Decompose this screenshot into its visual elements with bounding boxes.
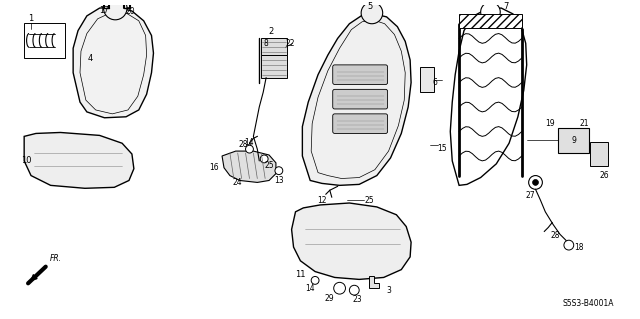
Text: 14: 14 xyxy=(244,138,254,147)
Circle shape xyxy=(564,240,573,250)
Text: 28: 28 xyxy=(239,140,248,149)
FancyBboxPatch shape xyxy=(333,114,388,133)
Text: 29: 29 xyxy=(325,293,335,302)
Polygon shape xyxy=(222,151,276,182)
Bar xyxy=(24,23,65,58)
Polygon shape xyxy=(302,14,411,185)
Circle shape xyxy=(349,285,359,295)
Text: 24: 24 xyxy=(233,178,243,187)
Circle shape xyxy=(529,175,542,189)
Circle shape xyxy=(361,2,383,24)
Text: 25: 25 xyxy=(264,161,274,170)
Circle shape xyxy=(481,2,500,22)
Text: 2: 2 xyxy=(268,27,274,36)
Text: 10: 10 xyxy=(21,156,32,165)
Circle shape xyxy=(333,282,346,294)
Circle shape xyxy=(260,155,268,163)
Text: 17: 17 xyxy=(100,6,109,16)
Text: 18: 18 xyxy=(574,242,584,252)
FancyBboxPatch shape xyxy=(333,65,388,85)
Polygon shape xyxy=(292,203,411,279)
Bar xyxy=(590,142,608,166)
Text: 12: 12 xyxy=(317,196,326,204)
Text: 21: 21 xyxy=(580,119,589,128)
Text: 27: 27 xyxy=(526,191,536,200)
Text: 13: 13 xyxy=(274,176,284,185)
Bar xyxy=(420,67,434,92)
Circle shape xyxy=(532,180,538,185)
Text: 20: 20 xyxy=(125,7,135,17)
Text: 4: 4 xyxy=(87,54,92,63)
Polygon shape xyxy=(369,277,379,288)
Circle shape xyxy=(311,277,319,284)
Text: 11: 11 xyxy=(295,270,306,279)
Text: 8: 8 xyxy=(264,39,269,48)
Text: 14: 14 xyxy=(305,284,315,293)
Text: 23: 23 xyxy=(353,295,362,304)
Text: FR.: FR. xyxy=(50,254,61,263)
Bar xyxy=(558,128,589,153)
Bar xyxy=(261,38,287,55)
Polygon shape xyxy=(73,7,154,118)
Circle shape xyxy=(275,167,283,174)
Text: 3: 3 xyxy=(386,286,391,295)
Bar xyxy=(261,55,287,78)
Text: 5: 5 xyxy=(367,2,372,11)
Text: 6: 6 xyxy=(433,78,438,87)
Text: 26: 26 xyxy=(599,171,609,180)
FancyBboxPatch shape xyxy=(333,89,388,109)
Bar xyxy=(459,14,522,28)
Text: 1: 1 xyxy=(28,14,34,23)
Text: S5S3-B4001A: S5S3-B4001A xyxy=(563,299,614,308)
Text: 19: 19 xyxy=(545,119,555,128)
Text: 28: 28 xyxy=(550,231,560,240)
Text: 7: 7 xyxy=(504,2,509,11)
Text: 22: 22 xyxy=(286,39,296,48)
Circle shape xyxy=(246,145,253,153)
Circle shape xyxy=(104,0,127,20)
Text: 9: 9 xyxy=(572,136,576,145)
Polygon shape xyxy=(24,132,134,188)
Text: 25: 25 xyxy=(364,196,374,204)
Text: 15: 15 xyxy=(438,144,447,152)
Text: 16: 16 xyxy=(209,163,219,172)
